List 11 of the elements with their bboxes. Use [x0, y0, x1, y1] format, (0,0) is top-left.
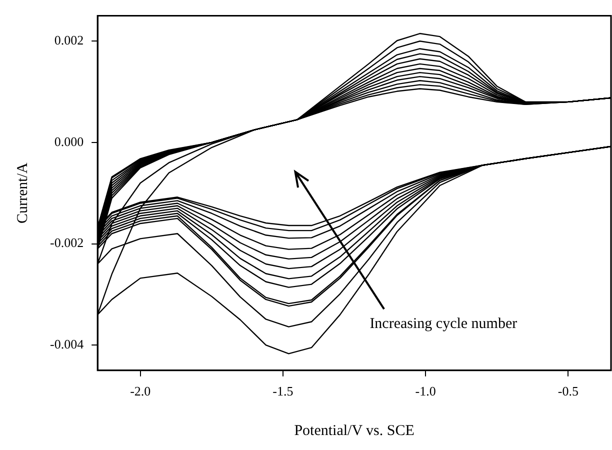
y-axis-title: Current/A	[14, 162, 31, 224]
annotation: Increasing cycle number	[370, 316, 518, 332]
y-tick-label: -0.004	[50, 336, 84, 352]
x-tick-label: -0.5	[558, 384, 579, 399]
x-tick-label: -1.5	[272, 384, 294, 399]
y-tick-label: -0.002	[50, 235, 84, 250]
y-tick-label: 0.000	[54, 134, 84, 149]
x-tick-label: -1.0	[415, 384, 436, 399]
x-axis-title: Potential/V vs. SCE	[294, 422, 414, 439]
x-tick-label: -2.0	[130, 384, 151, 399]
y-tick-label: 0.002	[54, 32, 84, 48]
